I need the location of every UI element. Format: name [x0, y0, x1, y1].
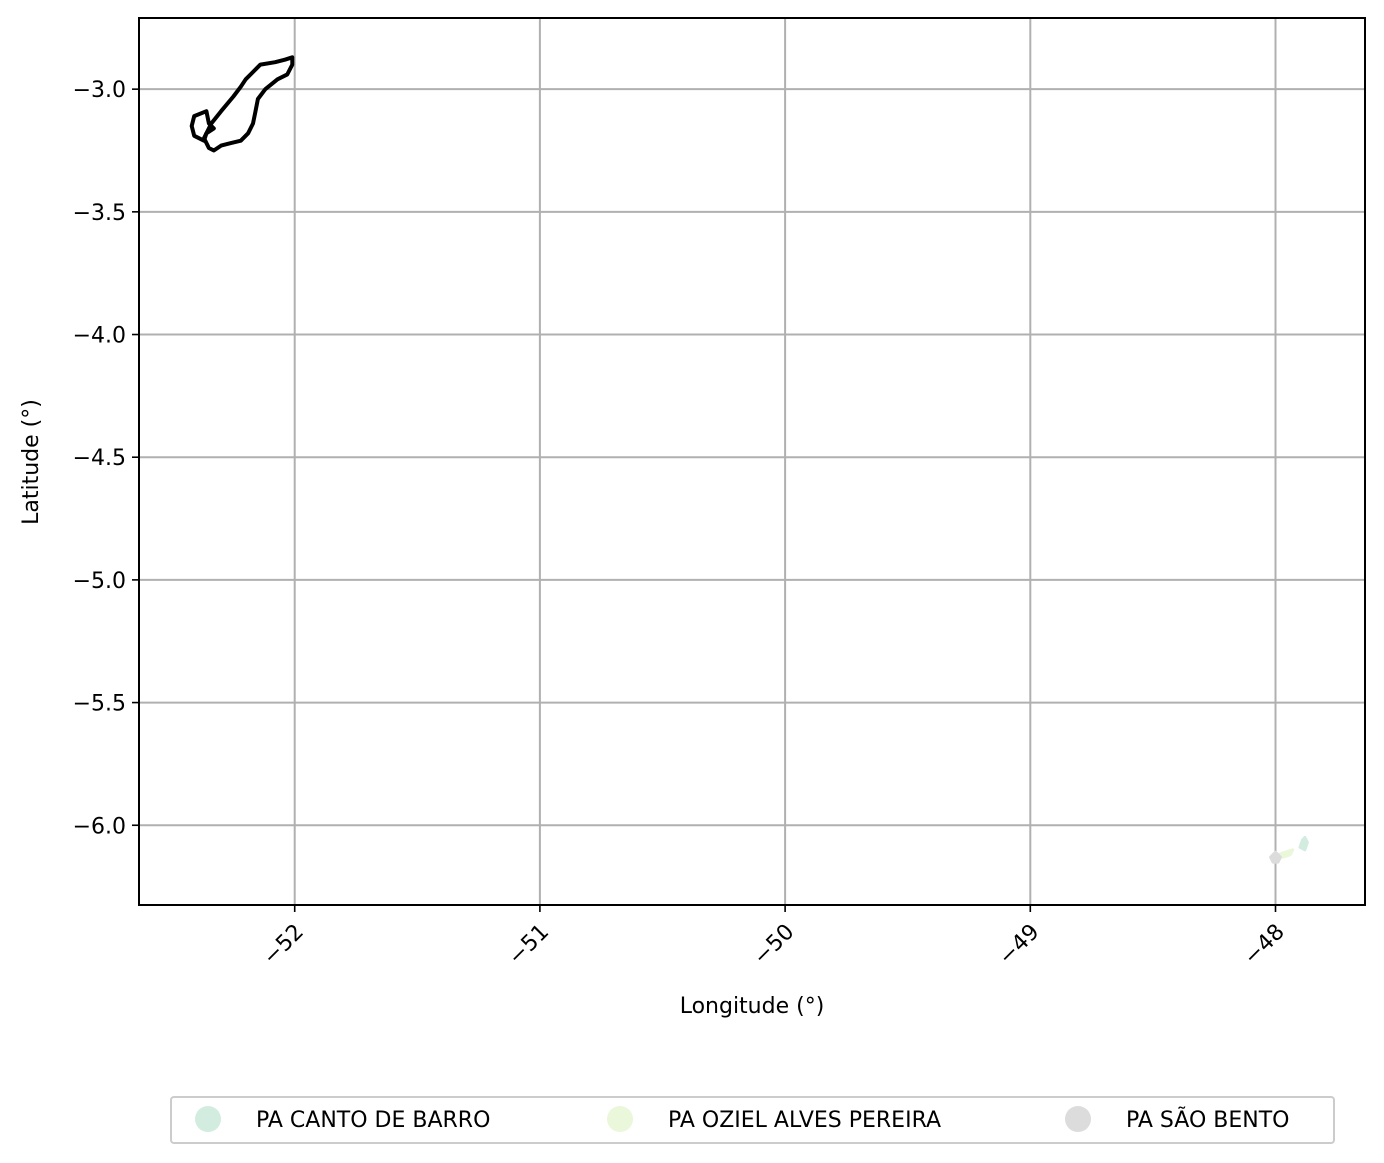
y-tick-label: −5.5 — [73, 692, 126, 717]
x-tick-label: −52 — [258, 920, 309, 971]
boundary-outline — [202, 55, 295, 153]
plot-area-frame — [138, 17, 1366, 906]
y-tick-label: −6.0 — [73, 814, 126, 839]
x-tick-label: −50 — [749, 920, 800, 971]
legend-marker — [1065, 1106, 1091, 1132]
x-axis-label: Longitude (°) — [680, 994, 825, 1019]
legend-label: PA OZIEL ALVES PEREIRA — [668, 1108, 941, 1133]
settlement-polygon — [1276, 848, 1295, 859]
legend-frame — [170, 1096, 1335, 1144]
y-tick-label: −4.5 — [73, 446, 126, 471]
settlement-polygon — [1298, 836, 1309, 852]
y-tick-label: −3.0 — [73, 78, 126, 103]
grid-lines — [139, 18, 1365, 905]
legend-label: PA SÃO BENTO — [1126, 1106, 1289, 1133]
y-tick-label: −4.0 — [73, 324, 126, 349]
legend-marker — [607, 1106, 633, 1132]
map-shapes — [189, 55, 1309, 864]
x-tick-label: −48 — [1239, 920, 1290, 971]
legend: PA CANTO DE BARRO PA OZIEL ALVES PEREIRA P… — [170, 1096, 1335, 1144]
legend-marker — [195, 1106, 221, 1132]
x-tick-label: −49 — [994, 920, 1045, 971]
legend-label: PA CANTO DE BARRO — [256, 1108, 490, 1133]
settlement-polygon — [1269, 850, 1282, 864]
y-axis-label: Latitude (°) — [19, 399, 44, 525]
y-tick-label: −5.0 — [73, 569, 126, 594]
y-tick-label: −3.5 — [73, 201, 126, 226]
x-tick-label: −51 — [504, 920, 555, 971]
boundary-outline-appendix — [189, 109, 216, 143]
